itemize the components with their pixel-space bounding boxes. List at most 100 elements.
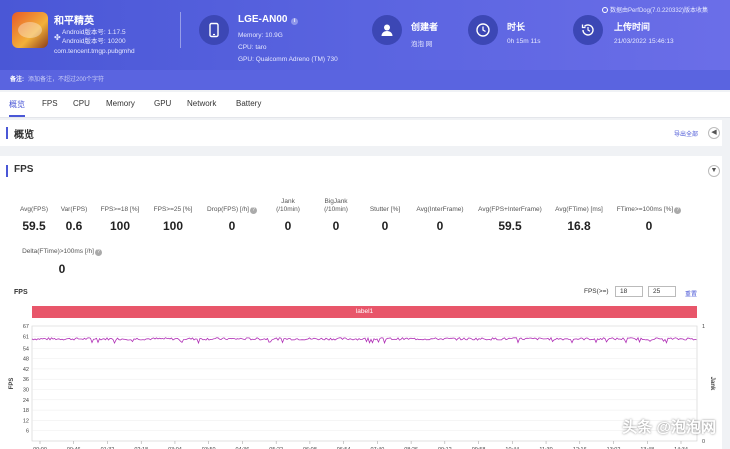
- chart-title: FPS: [14, 289, 28, 296]
- upload-value: 21/03/2022 15:46:13: [614, 38, 674, 45]
- history-icon: [573, 15, 603, 45]
- phone-icon: [199, 15, 229, 45]
- remark-bar[interactable]: 备注: 添加备注，不超过200个字符: [0, 70, 730, 90]
- tab-network[interactable]: Network: [187, 99, 217, 108]
- metric-value: 0: [436, 219, 444, 233]
- x-tick-label: 09:58: [472, 447, 486, 449]
- tab-gpu[interactable]: GPU: [154, 99, 172, 108]
- tab-overview[interactable]: 概览: [9, 100, 25, 117]
- collapse-left-icon[interactable]: ◀: [708, 127, 720, 139]
- report-header: 和平精英 ✤ Android版本号: 1.17.5 Android版本号: 10…: [0, 0, 730, 70]
- metric-label: Avg(FPS+InterFrame): [465, 206, 555, 214]
- x-tick-label: 07:40: [370, 447, 384, 449]
- android-icon: ✤: [54, 33, 61, 42]
- x-tick-label: 03:04: [168, 447, 182, 449]
- fps-chart: 67 61 54 48 42 36 30 24 18 12 6 FPS 1 0 Jank 00:00 00:46…: [9, 324, 715, 449]
- chevron-down-icon[interactable]: ▼: [708, 165, 720, 177]
- remark-label: 备注:: [10, 77, 24, 83]
- x-tick-label: 03:50: [202, 447, 216, 449]
- app-package: com.tencent.tmgp.pubgmhd: [54, 48, 135, 55]
- duration-value: 0h 15m 11s: [507, 38, 541, 45]
- creator-value: 泡泡 网: [411, 41, 433, 48]
- info-icon: [601, 7, 608, 13]
- metric-label: FPS>=18 [%]: [75, 206, 165, 214]
- metric-label: Avg(InterFrame): [395, 206, 485, 214]
- metric-label: Delta(FTime)>100ms [/h]?: [17, 248, 107, 256]
- metric-value: 0: [381, 219, 389, 233]
- metric-label-line: Avg(InterFrame): [416, 206, 464, 213]
- x-tick-label: 05:22: [269, 447, 283, 449]
- x-tick-label: 02:18: [134, 447, 148, 449]
- metric-label: Jank (/10min): [243, 198, 333, 214]
- metric-value: 59.5: [22, 219, 46, 233]
- fps-threshold-input-1[interactable]: 18: [615, 286, 643, 297]
- user-icon: [372, 15, 402, 45]
- metric-label: Stutter [%]: [340, 206, 430, 214]
- fps-series-line: [31, 336, 697, 345]
- tab-bar: 概览 FPS CPU Memory GPU Network Battery: [0, 92, 730, 118]
- help-icon[interactable]: ?: [674, 207, 682, 214]
- app-version: Android版本号: 1.17.5: [62, 29, 126, 36]
- device-cpu: CPU: taro: [238, 44, 267, 51]
- y-tick-label: 48: [23, 357, 29, 363]
- x-tick-label: 13:48: [640, 447, 654, 449]
- device-info: Memory: 10.9G CPU: taro GPU: Qualcomm Ad…: [238, 30, 338, 66]
- metric-value: 0: [284, 219, 292, 233]
- y-tick-label: 24: [23, 398, 29, 404]
- metric-label: Avg(FPS): [0, 206, 79, 214]
- metric-label-line: (/10min): [324, 206, 348, 213]
- y-tick-label: 42: [23, 367, 29, 373]
- metric-value: 0.6: [65, 219, 83, 233]
- device-name: LGE-AN00 i: [238, 14, 299, 25]
- metric-label-line: FTime>=100ms [%]?: [604, 206, 694, 214]
- x-tick-label: 01:32: [101, 447, 115, 449]
- y-axis-label: FPS: [9, 378, 15, 390]
- x-tick-label: 00:00: [33, 447, 47, 449]
- tab-fps[interactable]: FPS: [42, 99, 58, 108]
- y-tick-label: 6: [26, 429, 29, 435]
- fps-threshold-input-2[interactable]: 25: [648, 286, 676, 297]
- metric-label-line: Avg(FPS+InterFrame): [478, 206, 542, 213]
- export-all-link[interactable]: 导出全部: [673, 132, 698, 138]
- metric-value: 0: [332, 219, 340, 233]
- source-note: 数据由PerfDog(7.0.220332)版本收集: [601, 5, 708, 14]
- metric-label: Var(FPS): [29, 206, 119, 214]
- metric-value: 0: [58, 262, 66, 276]
- help-icon[interactable]: ?: [94, 249, 102, 256]
- metric-value: 0: [228, 219, 236, 233]
- y-tick-label: 54: [23, 346, 29, 352]
- y2-axis-label: Jank: [709, 377, 715, 391]
- x-tick-label: 12:16: [573, 447, 587, 449]
- x-tick-label: 14:34: [674, 447, 688, 449]
- x-tick-label: 06:08: [303, 447, 317, 449]
- legend-label-bar[interactable]: label1: [32, 306, 697, 318]
- fps-section-title: FPS: [14, 164, 34, 175]
- remark-input[interactable]: 添加备注，不超过200个字符: [28, 77, 105, 83]
- section-mark: [6, 127, 8, 139]
- app-icon: [12, 12, 48, 48]
- app-name: 和平精英: [54, 16, 94, 27]
- reset-link[interactable]: 重置: [685, 292, 698, 298]
- duration-label: 时长: [507, 22, 526, 32]
- y2-tick-label: 1: [702, 324, 705, 330]
- metric-value: 100: [162, 219, 184, 233]
- tab-memory[interactable]: Memory: [106, 99, 135, 108]
- device-memory: Memory: 10.9G: [238, 32, 283, 39]
- y-tick-label: 61: [23, 334, 29, 340]
- metric-label-line: (/10min): [276, 206, 300, 213]
- metric-label: FTime>=100ms [%]?: [604, 206, 694, 214]
- metric-value: 59.5: [498, 219, 522, 233]
- metric-label-line: Drop(FPS) [/h]?: [187, 206, 277, 214]
- metric-label: BigJank (/10min): [291, 198, 381, 214]
- y-tick-label: 67: [23, 324, 29, 330]
- metric-value: 0: [645, 219, 653, 233]
- y-tick-label: 18: [23, 408, 29, 414]
- metric-label-line: FPS>=25 [%]: [153, 206, 193, 213]
- y2-tick-label: 0: [702, 439, 705, 445]
- tab-cpu[interactable]: CPU: [73, 99, 90, 108]
- help-icon[interactable]: ?: [249, 207, 257, 214]
- tab-battery[interactable]: Battery: [236, 99, 262, 108]
- metric-value: 16.8: [567, 219, 591, 233]
- x-tick-label: 13:02: [607, 447, 621, 449]
